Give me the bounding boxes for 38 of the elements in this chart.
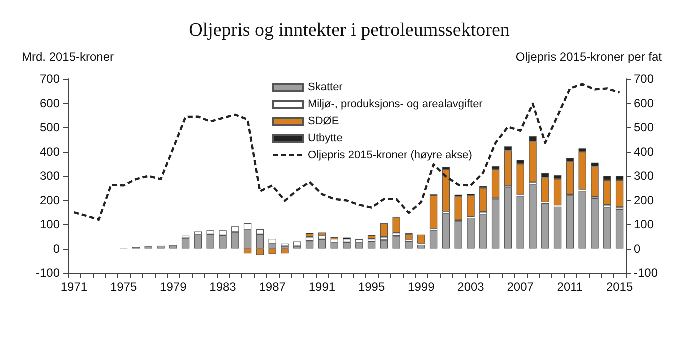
y2-tick-label: 500 — [634, 120, 654, 134]
legend-label: Oljepris 2015-kroner (høyre akse) — [308, 150, 472, 162]
x-tick-label: 1979 — [160, 280, 188, 294]
y2-tick-label: 400 — [634, 144, 654, 159]
legend-label: Skatter — [308, 82, 344, 94]
x-tick-label: 1971 — [60, 280, 88, 294]
x-tick-label: 2015 — [606, 280, 634, 294]
x-tick-label: 1983 — [210, 280, 237, 294]
y2-tick-label: 200 — [634, 193, 654, 208]
y2-tick-label: -100 — [634, 266, 658, 280]
y-tick-label: 0 — [53, 242, 60, 256]
legend-label: SDØE — [308, 116, 340, 128]
x-tick-label: 1991 — [308, 280, 336, 294]
legend-label: Miljø-, produksjons- og arealavgifter — [308, 98, 484, 110]
x-tick-label: 1999 — [408, 280, 436, 294]
x-tick-label: 1987 — [259, 280, 286, 294]
x-tick-label: 2003 — [458, 280, 485, 294]
y2-axis-title: Oljepris 2015-kroner per fat — [516, 50, 663, 64]
y2-tick-label: 600 — [634, 96, 654, 110]
y-tick-label: 500 — [40, 120, 60, 134]
x-tick-label: 1975 — [110, 280, 138, 294]
y-tick-label: -100 — [36, 266, 60, 280]
y2-tick-label: 700 — [634, 72, 654, 86]
legend-label: Utbytte — [308, 132, 343, 144]
y-tick-label: 100 — [40, 218, 60, 232]
y-axis-title: Mrd. 2015-kroner — [22, 50, 114, 64]
x-tick-label: 2007 — [507, 280, 534, 294]
y2-tick-label: 0 — [634, 242, 641, 256]
y2-tick-label: 300 — [634, 169, 654, 183]
y-tick-label: 300 — [40, 169, 60, 183]
chart-title: Oljepris og inntekter i petroleumssektoren — [189, 20, 510, 41]
y-tick-label: 200 — [40, 193, 60, 208]
y-tick-label: 600 — [40, 96, 60, 110]
x-tick-label: 1995 — [358, 280, 386, 294]
y-tick-label: 700 — [40, 72, 60, 86]
y2-tick-label: 100 — [634, 218, 654, 232]
x-tick-label: 2011 — [557, 280, 584, 294]
y-tick-label: 400 — [40, 144, 60, 159]
